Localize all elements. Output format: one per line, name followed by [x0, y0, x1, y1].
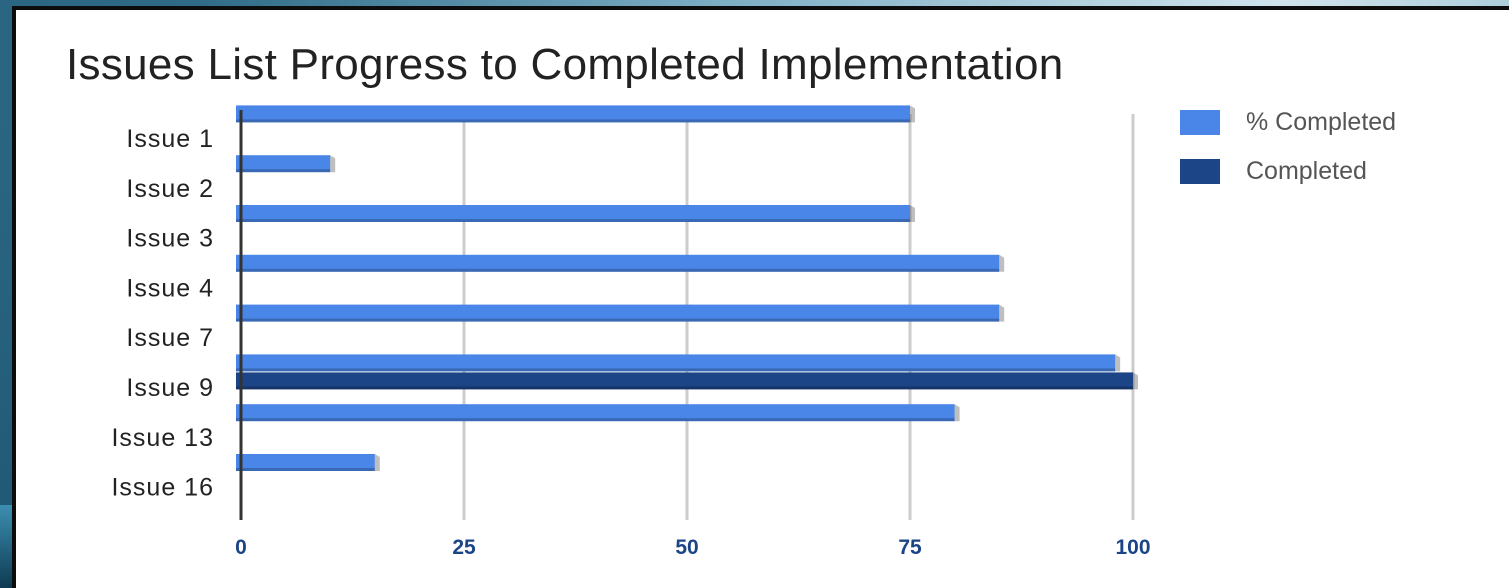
y-category-label: Issue 3: [126, 225, 214, 253]
slide-decoration: [0, 505, 14, 588]
bar-edge: [910, 205, 915, 222]
bar-shadow: [236, 368, 1116, 372]
bar: [236, 454, 375, 471]
bar-shadow: [236, 386, 1133, 390]
bar: [236, 155, 331, 173]
bar-edge: [1115, 354, 1121, 372]
y-category-label: Issue 1: [126, 125, 214, 153]
x-tick-label: 0: [235, 536, 247, 559]
bar: [236, 372, 1133, 390]
legend-label: % Completed: [1246, 107, 1397, 136]
bar: [236, 404, 955, 422]
y-category-label: Issue 9: [126, 374, 214, 402]
y-category-label: Issue 7: [126, 324, 214, 352]
legend-swatch: [1180, 109, 1220, 135]
chart-title: Issues List Progress to Completed Implem…: [66, 40, 1064, 89]
bar-shadow: [236, 418, 955, 422]
x-tick-label: 50: [675, 536, 698, 559]
x-tick-label: 25: [452, 536, 476, 559]
legend-label: Completed: [1246, 156, 1367, 185]
legend: % Completed Completed: [1180, 106, 1396, 204]
x-tick-label: 75: [898, 536, 922, 559]
legend-item-percent-completed[interactable]: % Completed: [1180, 106, 1396, 138]
y-category-label: Issue 13: [111, 424, 214, 452]
bar: [236, 205, 910, 222]
y-category-label: Issue 16: [111, 474, 214, 502]
bars: [236, 105, 1138, 471]
bar-edge: [374, 454, 380, 471]
bar: [236, 354, 1116, 372]
bar-edge: [910, 105, 915, 123]
bar-shadow: [236, 219, 910, 222]
axis-labels: 0 25 50 75 100 Issue 1 Issue 2 Issue 3 Issue 4 Is…: [111, 125, 1150, 559]
x-tick-label: 100: [1115, 536, 1150, 559]
bar-shadow: [236, 268, 1000, 272]
y-category-label: Issue 4: [126, 274, 214, 302]
bar: [236, 105, 910, 123]
legend-item-completed[interactable]: Completed: [1180, 155, 1396, 187]
legend-swatch: [1180, 158, 1220, 184]
bar-edge: [1133, 372, 1138, 390]
bar: [236, 254, 1000, 272]
bar-edge: [954, 404, 960, 422]
bar-edge: [999, 304, 1005, 322]
bar: [236, 304, 1000, 322]
bar-shadow: [236, 318, 1000, 322]
y-category-label: Issue 2: [126, 175, 214, 203]
bar-shadow: [236, 468, 375, 471]
bar-shadow: [236, 169, 331, 173]
bar-edge: [999, 254, 1005, 272]
bar-edge: [330, 155, 336, 173]
bar-shadow: [236, 119, 910, 123]
